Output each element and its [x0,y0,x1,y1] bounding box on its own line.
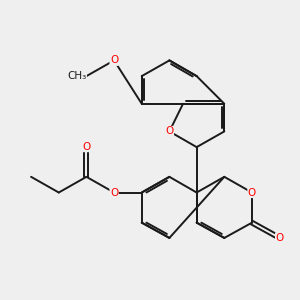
Text: O: O [110,56,118,65]
Text: O: O [165,126,173,136]
Text: CH₃: CH₃ [67,71,86,81]
Text: O: O [82,142,91,152]
Text: O: O [248,188,256,197]
Text: O: O [275,233,284,243]
Text: O: O [110,188,118,197]
